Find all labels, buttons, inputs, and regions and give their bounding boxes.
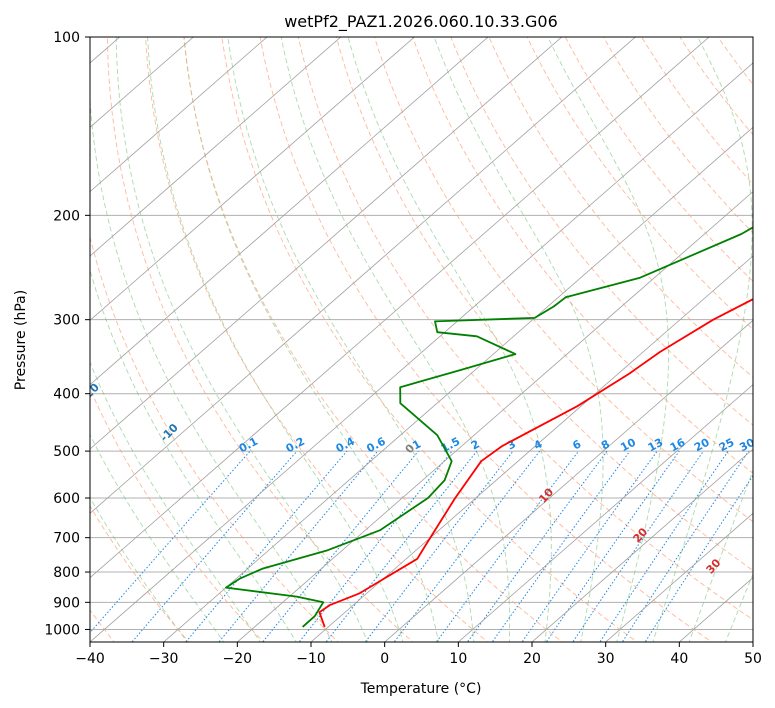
sounding-profiles xyxy=(224,226,753,628)
x-tick-label: 20 xyxy=(523,651,541,667)
mixing-ratio-line xyxy=(572,450,704,642)
moist-adiabat xyxy=(90,361,261,642)
y-tick-label: 700 xyxy=(53,531,80,547)
isotherm-line xyxy=(531,448,753,642)
y-tick-label: 400 xyxy=(53,387,80,403)
dry-adiabat xyxy=(412,37,753,474)
x-tick-label: −40 xyxy=(75,651,105,667)
chart-title: wetPf2_PAZ1.2026.060.10.33.G06 xyxy=(284,12,558,32)
x-tick-label: 10 xyxy=(449,651,467,667)
mixing-ratio-line xyxy=(644,474,753,642)
moist-adiabat xyxy=(115,37,369,642)
mixing-ratio-label: 20 xyxy=(692,436,712,455)
mixing-ratio-line xyxy=(491,450,631,642)
mixing-ratio-line xyxy=(393,450,541,642)
moist-adiabat xyxy=(183,37,439,642)
dry-adiabat xyxy=(297,37,753,621)
x-tick-label: 50 xyxy=(744,651,762,667)
x-tick-label: 30 xyxy=(597,651,615,667)
mixing-ratio-line xyxy=(435,450,579,642)
x-tick-label: −20 xyxy=(223,651,253,667)
pressure-gridlines xyxy=(90,36,753,630)
y-tick-label: 600 xyxy=(53,491,80,507)
dry-adiabats xyxy=(90,37,753,642)
dry-adiabat xyxy=(183,37,564,642)
mixing-ratio-label: 16 xyxy=(668,436,688,455)
dry-adiabat xyxy=(335,37,753,572)
mixing-ratio-label: 25 xyxy=(717,436,737,455)
moist-adiabat xyxy=(280,37,511,642)
dry-adiabat xyxy=(564,37,753,282)
dry-adiabat xyxy=(90,387,265,642)
moist-adiabat xyxy=(547,37,669,642)
moist-adiabat xyxy=(347,37,552,642)
mixing-ratio-line xyxy=(545,450,680,642)
moist-adiabat xyxy=(433,37,604,642)
moist-adiabat xyxy=(227,37,475,642)
mixing-ratio-line xyxy=(218,450,379,642)
mixing-ratio-label: 13 xyxy=(646,436,666,455)
moist-adiabat xyxy=(688,469,753,642)
isotherm-line xyxy=(605,512,753,642)
isotherm-line xyxy=(90,37,563,450)
moist-adiabats xyxy=(90,37,753,642)
x-tick-label: −30 xyxy=(149,651,179,667)
y-tick-label: 100 xyxy=(53,30,80,46)
moist-adiabat xyxy=(147,37,404,642)
x-tick-label: 40 xyxy=(670,651,688,667)
y-tick-label: 900 xyxy=(53,595,80,611)
dry-adiabat xyxy=(488,37,753,378)
mixing-ratio-label: 30 xyxy=(737,436,757,455)
isotherm-line xyxy=(384,319,753,642)
y-tick-label: 300 xyxy=(53,313,80,329)
isotherm-line xyxy=(90,37,415,321)
isotherm-line xyxy=(90,37,710,579)
temperature-profile xyxy=(318,298,753,628)
mixing-ratio-label: 10 xyxy=(618,436,638,455)
dry-adiabat xyxy=(221,37,638,642)
dry-adiabat xyxy=(259,37,713,642)
mixing-ratio-line xyxy=(364,450,514,642)
skewed-isotherms xyxy=(90,37,753,642)
isotherm-line xyxy=(90,62,753,642)
y-tick-label: 500 xyxy=(53,444,80,460)
isotherm-line xyxy=(163,126,753,642)
y-axis-label: Pressure (hPa) xyxy=(13,290,29,390)
mixing-ratio-line xyxy=(521,450,658,642)
y-tick-label: 1000 xyxy=(44,622,80,638)
isotherm-line xyxy=(310,255,753,642)
mixing-ratio-line xyxy=(185,450,348,642)
mixing-ratio-line xyxy=(325,450,478,642)
dewpoint-profile xyxy=(224,226,753,628)
isotherm-line xyxy=(90,37,268,193)
dry-adiabat xyxy=(90,235,339,642)
x-tick-label: 0 xyxy=(380,651,389,667)
moist-adiabat xyxy=(90,433,225,642)
plot-frame xyxy=(89,36,754,643)
dry-adiabat xyxy=(145,37,489,642)
isotherm-line xyxy=(90,37,342,257)
isotherm-line xyxy=(90,37,636,514)
moist-adiabat xyxy=(90,268,297,642)
isotherm-line xyxy=(90,37,489,386)
mixing-ratio-line xyxy=(621,450,750,642)
mixing-ratio-line xyxy=(599,450,729,642)
isotherm-line xyxy=(457,384,753,642)
moist-adiabat xyxy=(90,496,188,642)
y-tick-label: 800 xyxy=(53,565,80,581)
x-axis-label: Temperature (°C) xyxy=(360,681,482,697)
moist-adiabat xyxy=(90,93,333,642)
moist-adiabat xyxy=(652,37,753,642)
axis-ticks: −40 −30 −20 −10 0 10 20 30 40 50 100 200 300 400 500 60… xyxy=(44,30,762,667)
y-tick-label: 200 xyxy=(53,208,80,224)
x-tick-label: −10 xyxy=(296,651,326,667)
